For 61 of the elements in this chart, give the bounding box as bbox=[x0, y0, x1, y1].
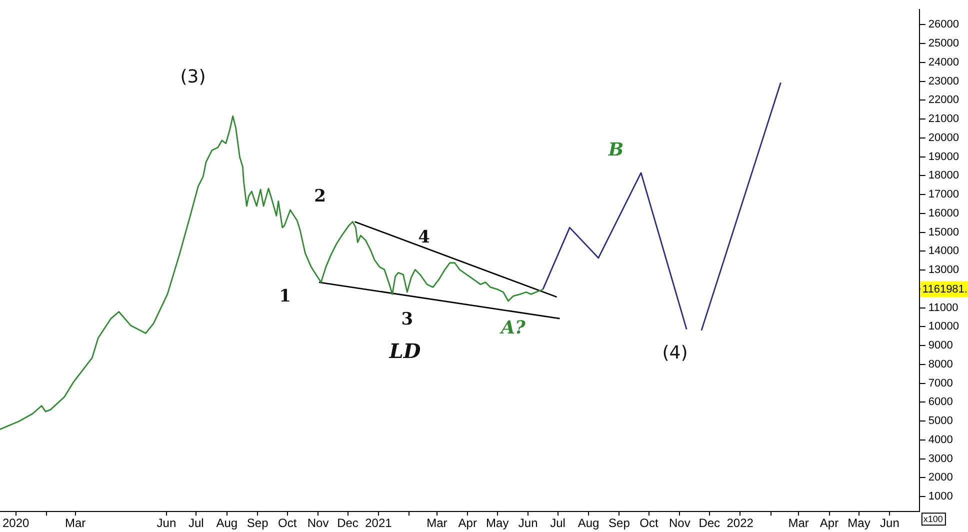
x-tick-label: Sep bbox=[246, 516, 269, 530]
y-tick-label: 7000 bbox=[928, 377, 953, 390]
x-tick-label: May bbox=[486, 516, 509, 530]
annotation: A? bbox=[498, 318, 526, 339]
y-tick-label: 5000 bbox=[928, 415, 953, 428]
annotation: (3) bbox=[180, 66, 206, 88]
y-tick-label: 17000 bbox=[928, 188, 960, 201]
y-tick-label: 6000 bbox=[928, 396, 953, 408]
y-tick-label: 15000 bbox=[928, 226, 960, 238]
x-tick-label: Jun bbox=[156, 516, 176, 530]
annotation: (4) bbox=[662, 342, 688, 364]
annotation: LD bbox=[388, 339, 422, 364]
text: 1161981. bbox=[922, 283, 968, 296]
y-tick-label: 1000 bbox=[928, 490, 953, 503]
x-tick-label: Sep bbox=[608, 516, 630, 530]
y-tick-label: 22000 bbox=[928, 94, 960, 106]
y-tick-label: 2000 bbox=[928, 472, 953, 484]
x-tick-label: 2020 bbox=[2, 516, 30, 530]
annotation: B bbox=[607, 140, 624, 161]
x-tick-label: Jun bbox=[518, 516, 538, 530]
x-tick-label: Apr bbox=[458, 516, 477, 530]
y-tick-label: 18000 bbox=[928, 170, 960, 182]
x-tick-label: 2021 bbox=[365, 516, 392, 530]
y-tick-label: 14000 bbox=[928, 245, 960, 258]
x-tick-label: May bbox=[848, 516, 870, 530]
y-tick-label: 4000 bbox=[928, 434, 953, 446]
x-tick-label: Nov bbox=[668, 516, 690, 530]
y-tick-label: 25000 bbox=[928, 38, 960, 50]
y-tick-label: 26000 bbox=[928, 18, 960, 31]
x-tick-label: Aug bbox=[578, 516, 600, 530]
x-tick-label: Jul bbox=[188, 516, 204, 530]
x-tick-label: Mar bbox=[788, 516, 809, 530]
x-tick-label: Mar bbox=[64, 516, 86, 530]
x-tick-label: Jun bbox=[880, 516, 900, 530]
y-tick-label: 9000 bbox=[928, 340, 953, 352]
x-tick-label: Dec bbox=[698, 516, 720, 530]
y-tick-label: 10000 bbox=[928, 320, 960, 333]
y-tick-label: 20000 bbox=[928, 132, 960, 144]
x-tick-label: Aug bbox=[216, 516, 238, 530]
y-tick-label: 19000 bbox=[928, 150, 960, 163]
annotation: 4 bbox=[418, 227, 430, 248]
y-tick-label: 8000 bbox=[928, 358, 953, 370]
y-tick-label: 21000 bbox=[928, 113, 960, 126]
x-tick-label: Oct bbox=[278, 516, 298, 530]
annotation: 2 bbox=[314, 186, 326, 206]
y-tick-label: 16000 bbox=[928, 207, 960, 220]
annotation: 3 bbox=[401, 310, 414, 330]
annotation: 1 bbox=[279, 286, 291, 306]
x-tick-label: Jul bbox=[550, 516, 566, 530]
y-tick-label: 13000 bbox=[928, 264, 960, 276]
x-tick-label: Mar bbox=[426, 516, 448, 530]
x-tick-label: Dec bbox=[337, 516, 358, 530]
x-tick-label: Oct bbox=[640, 516, 659, 530]
x-tick-label: 2022 bbox=[726, 516, 754, 530]
x-tick-label: Apr bbox=[820, 516, 839, 530]
y-tick-label: 3000 bbox=[928, 452, 953, 465]
x-tick-label: Nov bbox=[307, 516, 329, 530]
text: x100 bbox=[923, 514, 943, 524]
y-tick-label: 24000 bbox=[928, 56, 960, 68]
y-tick-label: 23000 bbox=[928, 75, 960, 88]
y-tick-label: 11000 bbox=[928, 302, 958, 314]
